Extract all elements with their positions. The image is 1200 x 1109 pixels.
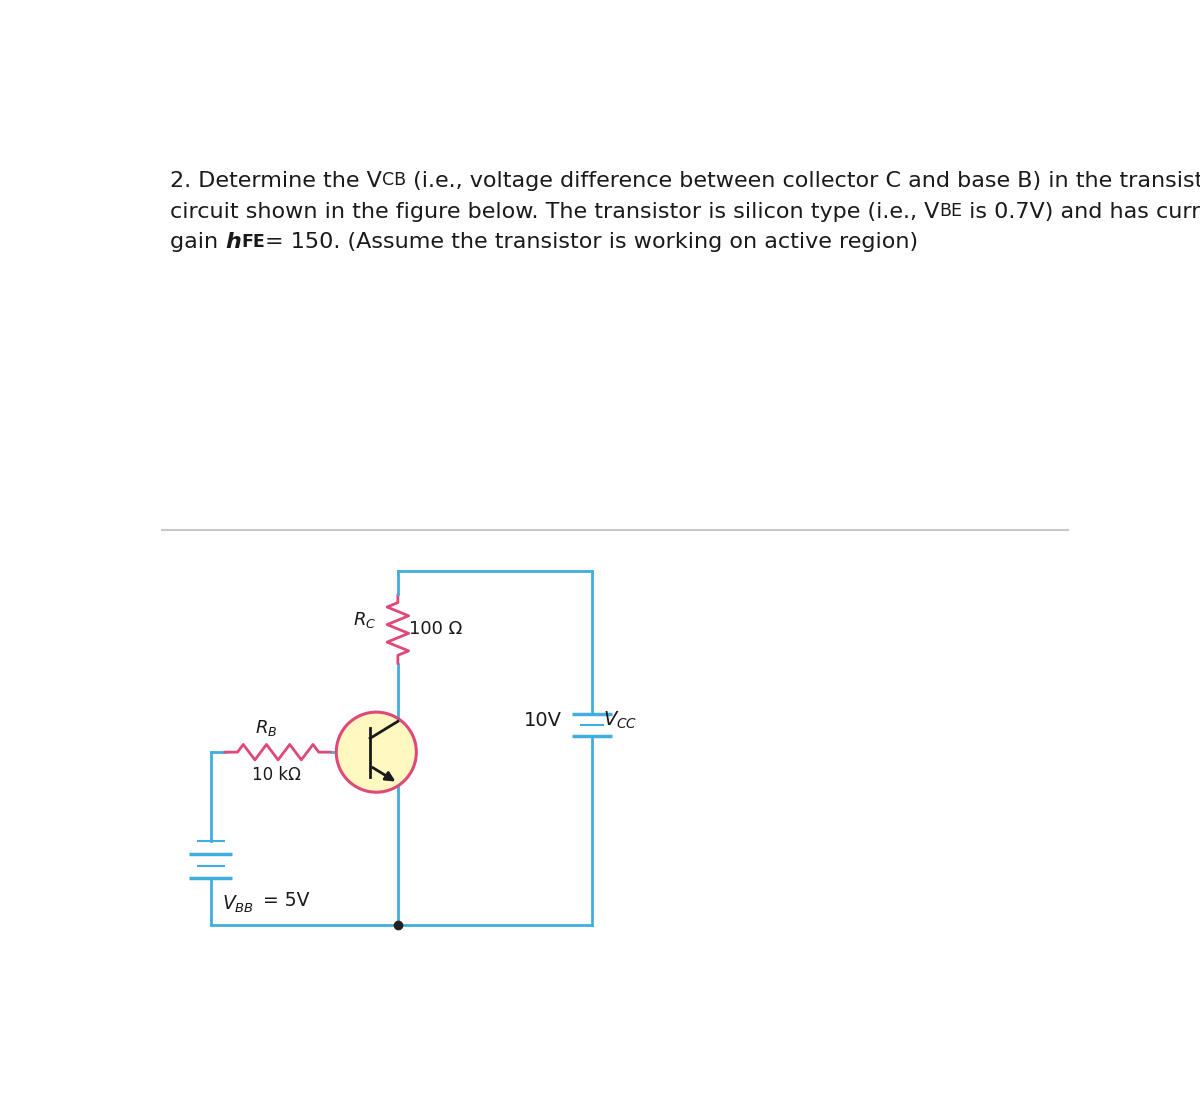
Text: 10V: 10V: [524, 711, 562, 730]
Text: (i.e., voltage difference between collector C and base B) in the transistor: (i.e., voltage difference between collec…: [406, 171, 1200, 191]
Text: $V_{CC}$: $V_{CC}$: [602, 710, 637, 731]
Text: $R_B$: $R_B$: [256, 719, 277, 739]
Text: = 5V: = 5V: [263, 891, 310, 909]
Text: circuit shown in the figure below. The transistor is silicon type (i.e., V: circuit shown in the figure below. The t…: [170, 202, 940, 222]
Text: h: h: [226, 233, 241, 253]
Text: FE: FE: [241, 233, 265, 251]
Text: is 0.7V) and has current: is 0.7V) and has current: [962, 202, 1200, 222]
Text: $R_C$: $R_C$: [353, 610, 377, 630]
Text: BE: BE: [940, 202, 962, 220]
Text: 10 kΩ: 10 kΩ: [252, 766, 301, 784]
Text: $V_{BB}$: $V_{BB}$: [222, 894, 253, 915]
Text: CB: CB: [382, 171, 406, 189]
Text: 2. Determine the V: 2. Determine the V: [170, 171, 382, 191]
Text: 100 Ω: 100 Ω: [409, 620, 462, 638]
Circle shape: [336, 712, 416, 792]
Text: gain: gain: [170, 233, 226, 253]
Text: = 150. (Assume the transistor is working on active region): = 150. (Assume the transistor is working…: [265, 233, 918, 253]
